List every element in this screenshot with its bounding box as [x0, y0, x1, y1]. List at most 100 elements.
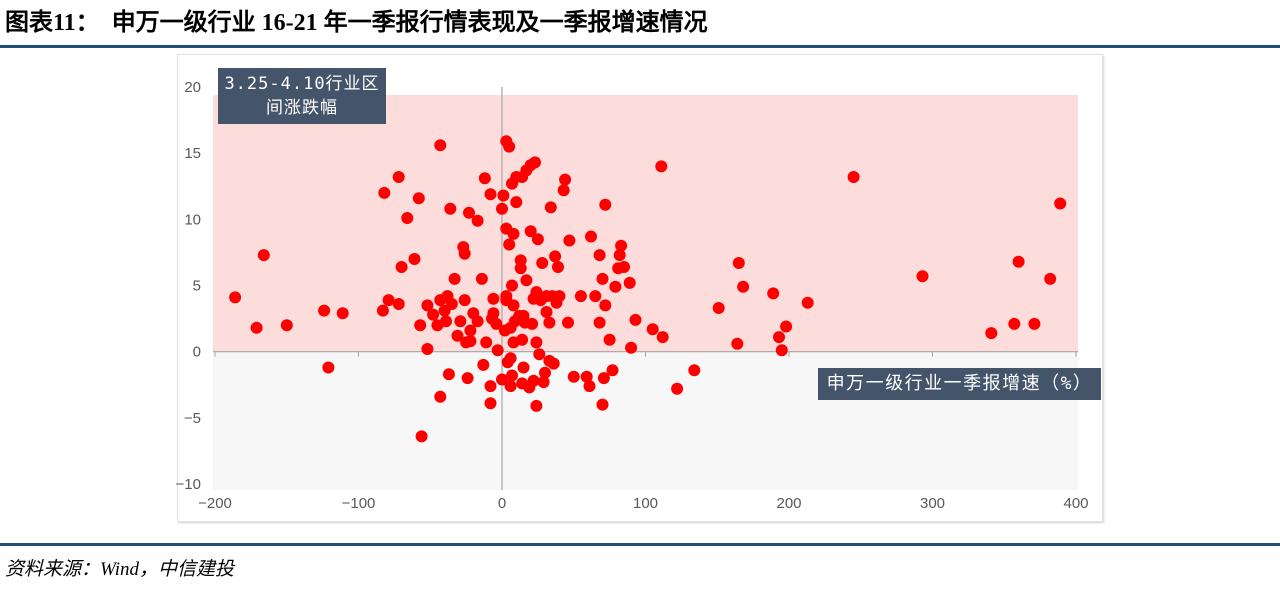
data-point: [543, 316, 556, 329]
data-point: [618, 261, 630, 273]
figure-number: 图表11：: [5, 10, 100, 36]
data-point: [531, 233, 544, 246]
data-point: [487, 292, 500, 305]
data-point: [801, 296, 814, 309]
figure-title: 图表11： 申万一级行业 16-21 年一季报行情表现及一季报增速情况: [5, 7, 708, 39]
data-point: [458, 294, 471, 307]
data-point: [540, 306, 553, 318]
data-point: [229, 291, 242, 304]
data-point: [529, 156, 541, 169]
data-point: [1054, 197, 1067, 210]
data-point: [421, 343, 434, 355]
data-point: [603, 333, 616, 346]
data-point: [464, 335, 477, 348]
data-point: [599, 198, 612, 211]
data-point: [530, 399, 543, 412]
data-point: [507, 299, 520, 312]
data-point: [477, 358, 490, 371]
data-point: [609, 280, 622, 293]
axes: [213, 87, 1078, 490]
data-point: [461, 372, 474, 385]
data-point: [480, 336, 493, 349]
data-point: [421, 299, 434, 312]
data-point: [656, 331, 669, 344]
data-point: [583, 380, 596, 393]
data-point: [503, 140, 516, 153]
data-point: [484, 380, 497, 393]
data-point: [985, 327, 998, 340]
data-point: [478, 172, 491, 185]
data-point: [589, 290, 602, 303]
data-point: [434, 390, 447, 403]
data-point: [484, 397, 497, 410]
data-point: [507, 227, 520, 240]
data-point: [490, 317, 503, 330]
y-tick-labels: 20 15 10 5 0 −5 −10: [176, 79, 201, 493]
data-point: [427, 308, 440, 321]
y-tick-label: −10: [176, 476, 201, 493]
x-tick-label: 0: [498, 495, 506, 512]
data-point: [597, 372, 610, 385]
data-point: [625, 341, 638, 354]
data-point: [567, 370, 580, 383]
data-point: [585, 230, 597, 243]
data-point: [732, 257, 745, 269]
data-point: [847, 171, 860, 183]
data-point: [506, 369, 518, 382]
data-point: [599, 299, 612, 312]
y-axis-label: 3.25-4.10行业区间涨跌幅: [218, 68, 386, 124]
y-tick-label: 10: [184, 211, 201, 228]
data-point: [496, 202, 508, 215]
data-point: [613, 249, 626, 262]
data-point: [454, 315, 467, 328]
data-point: [629, 313, 642, 326]
top-rule: [0, 45, 1280, 48]
data-point: [916, 270, 929, 283]
data-point: [475, 272, 488, 285]
data-point: [401, 212, 414, 224]
data-point: [516, 333, 529, 346]
data-points: [229, 135, 1067, 443]
data-point: [520, 274, 533, 287]
data-point: [526, 317, 539, 330]
data-point: [442, 368, 455, 381]
data-point: [552, 261, 564, 273]
data-point: [336, 307, 349, 320]
data-point: [1028, 317, 1041, 330]
data-point: [671, 382, 684, 395]
data-point: [471, 315, 484, 328]
x-tick-label: 400: [1063, 495, 1088, 512]
data-point: [280, 319, 293, 332]
data-point: [1008, 317, 1021, 330]
data-point: [574, 290, 587, 303]
y-tick-label: 5: [193, 278, 201, 295]
data-point: [434, 139, 447, 152]
chart-title: 申万一级行业 16-21 年一季报行情表现及一季报增速情况: [111, 10, 708, 36]
data-point: [392, 171, 405, 183]
data-point: [767, 287, 780, 300]
data-point: [382, 294, 395, 307]
data-point: [514, 254, 527, 267]
data-point: [547, 357, 560, 370]
y-tick-label: −5: [184, 410, 201, 427]
data-point: [623, 276, 636, 289]
x-tick-label: −100: [342, 495, 376, 512]
data-point: [1012, 255, 1025, 268]
data-point: [392, 298, 405, 310]
data-point: [549, 250, 562, 263]
data-point: [463, 206, 475, 219]
data-point: [524, 225, 537, 238]
data-point: [580, 370, 593, 383]
data-point: [496, 373, 508, 386]
data-point: [606, 364, 619, 377]
data-point: [506, 279, 518, 292]
data-point: [562, 316, 574, 329]
data-point: [412, 192, 425, 205]
data-point: [688, 364, 701, 377]
data-point: [544, 201, 557, 214]
data-point: [536, 257, 549, 269]
data-point: [530, 336, 543, 349]
data-point: [414, 319, 427, 332]
x-axis-label: 申万一级行业一季报增速（%）: [818, 368, 1101, 400]
